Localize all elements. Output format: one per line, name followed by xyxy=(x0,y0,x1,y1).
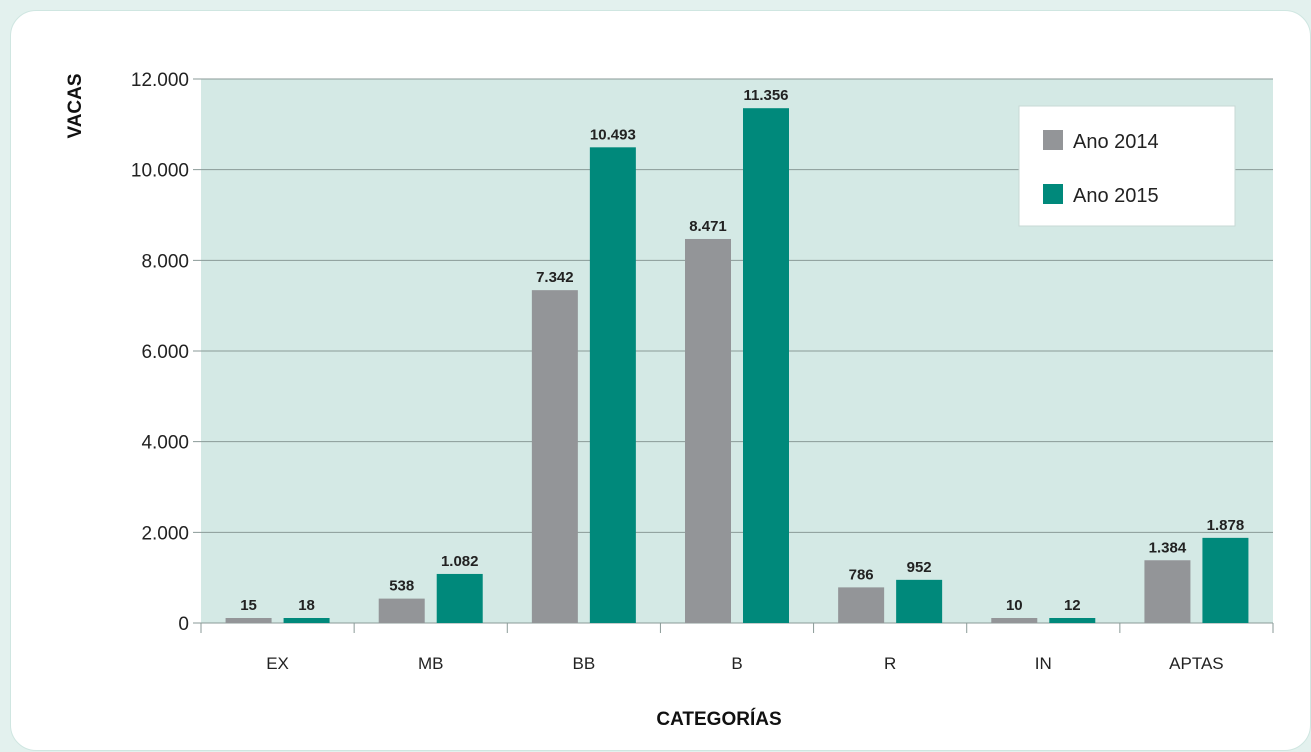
legend-swatch xyxy=(1043,184,1063,204)
data-label: 1.384 xyxy=(1149,539,1187,556)
data-label: 11.356 xyxy=(743,87,788,104)
y-tick-label: 6.000 xyxy=(141,342,189,363)
bar-2015 xyxy=(436,573,483,623)
x-tick-label: IN xyxy=(1035,654,1052,673)
y-tick-label: 12.000 xyxy=(131,70,189,91)
bar-2014 xyxy=(685,238,731,624)
legend-swatch xyxy=(1043,130,1063,150)
x-tick-label: MB xyxy=(418,654,444,673)
data-label: 952 xyxy=(907,559,932,576)
x-tick-label: BB xyxy=(573,654,596,673)
bar-2015 xyxy=(743,108,789,624)
bar-2015 xyxy=(896,579,943,623)
x-tick-label: EX xyxy=(266,654,289,673)
bar-2014 xyxy=(1144,560,1191,623)
bar-2014 xyxy=(991,618,1038,623)
data-label: 1.082 xyxy=(441,553,479,570)
y-tick-label: 8.000 xyxy=(141,251,189,272)
bar-2014 xyxy=(378,598,425,623)
y-tick-label: 4.000 xyxy=(141,433,189,454)
x-tick-label: B xyxy=(731,654,742,673)
bar-2014 xyxy=(531,290,578,623)
legend-label: Ano 2014 xyxy=(1073,131,1159,153)
bar-2015 xyxy=(589,147,636,624)
bar-2014 xyxy=(838,587,885,623)
bar-2015 xyxy=(1049,618,1096,623)
data-label: 12 xyxy=(1064,597,1081,614)
data-label: 538 xyxy=(389,578,414,595)
y-tick-label: 2.000 xyxy=(141,523,189,544)
legend-label: Ano 2015 xyxy=(1073,185,1159,207)
chart-card: 0 2.000 4.000 6.000 8.000 10.000 12.000 EX 15 18 M… xyxy=(10,10,1311,751)
y-tick-label: 0 xyxy=(178,614,189,635)
data-label: 10.493 xyxy=(590,126,636,143)
data-label: 786 xyxy=(849,566,874,583)
data-label: 1.878 xyxy=(1207,517,1245,534)
data-label: 15 xyxy=(240,597,257,614)
x-tick-label: APTAS xyxy=(1169,654,1223,673)
data-label: 10 xyxy=(1006,597,1023,614)
bar-chart: 0 2.000 4.000 6.000 8.000 10.000 12.000 EX 15 18 M… xyxy=(65,70,1274,730)
legend-box xyxy=(1018,105,1236,227)
x-tick-label: R xyxy=(884,654,896,673)
data-label: 7.342 xyxy=(536,269,574,286)
bar-2014 xyxy=(225,618,272,623)
bar-2015 xyxy=(1202,537,1249,623)
y-tick-label: 10.000 xyxy=(131,161,189,182)
x-axis-title: CATEGORÍAS xyxy=(656,708,781,730)
bar-2015 xyxy=(283,618,330,623)
y-axis-title: VACAS xyxy=(65,73,86,138)
data-label: 8.471 xyxy=(689,218,727,235)
data-label: 18 xyxy=(298,597,315,614)
